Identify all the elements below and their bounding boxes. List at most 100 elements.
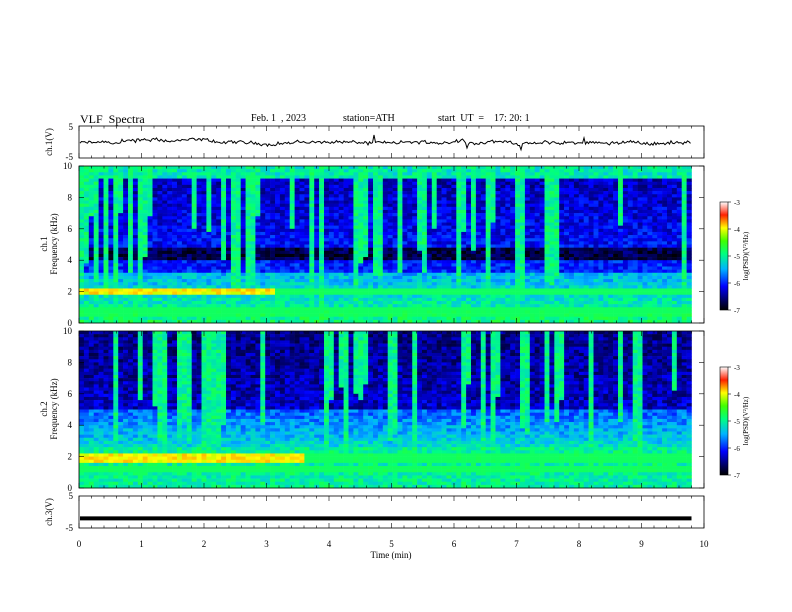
spectrogram-cell bbox=[579, 223, 584, 226]
spectrogram-cell bbox=[94, 204, 99, 207]
spectrogram-cell bbox=[133, 260, 138, 263]
spectrogram-cell bbox=[584, 257, 589, 260]
spectrogram-cell bbox=[236, 266, 241, 269]
spectrogram-cell bbox=[662, 260, 667, 263]
spectrogram-cell bbox=[133, 251, 138, 254]
spectrogram-cell bbox=[383, 166, 388, 169]
spectrogram-cell bbox=[569, 204, 574, 207]
spectrogram-cell bbox=[99, 188, 104, 191]
spectrogram-cell bbox=[417, 169, 422, 172]
spectrogram-cell bbox=[270, 238, 275, 241]
spectrogram-cell bbox=[99, 207, 104, 210]
spectrogram-cell bbox=[167, 175, 172, 178]
spectrogram-cell bbox=[255, 207, 260, 210]
spectrogram-cell bbox=[652, 260, 657, 263]
spectrogram-cell bbox=[260, 263, 265, 266]
spectrogram-cell bbox=[344, 210, 349, 213]
spectrogram-cell bbox=[246, 194, 251, 197]
spectrogram-cell bbox=[471, 191, 476, 194]
spectrogram-cell bbox=[554, 276, 559, 279]
spectrogram-cell bbox=[231, 251, 236, 254]
spectrogram-cell bbox=[79, 273, 84, 276]
spectrogram-cell bbox=[579, 254, 584, 257]
spectrogram-cell bbox=[461, 172, 466, 175]
spectrogram-cell bbox=[603, 204, 608, 207]
spectrogram-cell bbox=[329, 229, 334, 232]
spectrogram-cell bbox=[236, 210, 241, 213]
spectrogram-cell bbox=[667, 185, 672, 188]
spectrogram-cell bbox=[515, 169, 520, 172]
spectrogram-cell bbox=[643, 201, 648, 204]
spectrogram-cell bbox=[687, 248, 692, 251]
spectrogram-cell bbox=[422, 241, 427, 244]
spectrogram-cell bbox=[89, 245, 94, 248]
spectrogram-cell bbox=[148, 279, 153, 282]
spectrogram-cell bbox=[236, 169, 241, 172]
spectrogram-cell bbox=[647, 273, 652, 276]
spectrogram-cell bbox=[221, 257, 226, 260]
spectrogram-cell bbox=[319, 235, 324, 238]
spectrogram-cell bbox=[255, 188, 260, 191]
spectrogram-cell bbox=[353, 232, 358, 235]
spectrogram-cell bbox=[417, 279, 422, 282]
spectrogram-cell bbox=[432, 213, 437, 216]
spectrogram-cell bbox=[564, 179, 569, 182]
spectrogram-cell bbox=[554, 172, 559, 175]
spectrogram-cell bbox=[574, 223, 579, 226]
spectrogram-cell bbox=[339, 260, 344, 263]
spectrogram-cell bbox=[407, 273, 412, 276]
spectrogram-cell bbox=[412, 238, 417, 241]
spectrogram-cell bbox=[304, 282, 309, 285]
spectrogram-cell bbox=[104, 245, 109, 248]
spectrogram-cell bbox=[197, 282, 202, 285]
spectrogram-cell bbox=[564, 188, 569, 191]
spectrogram-cell bbox=[647, 251, 652, 254]
spectrogram-cell bbox=[398, 238, 403, 241]
spectrogram-cell bbox=[628, 232, 633, 235]
spectrogram-cell bbox=[672, 169, 677, 172]
spectrogram-cell bbox=[167, 238, 172, 241]
spectrogram-cell bbox=[540, 216, 545, 219]
spectrogram-cell bbox=[451, 266, 456, 269]
spectrogram-cell bbox=[402, 257, 407, 260]
spectrogram-cell bbox=[437, 279, 442, 282]
spectrogram-cell bbox=[133, 169, 138, 172]
spectrogram-cell bbox=[378, 241, 383, 244]
spectrogram-cell bbox=[442, 241, 447, 244]
spectrogram-cell bbox=[89, 251, 94, 254]
spectrogram-cell bbox=[535, 197, 540, 200]
spectrogram-cell bbox=[334, 251, 339, 254]
spectrogram-cell bbox=[128, 285, 133, 288]
spectrogram-cell bbox=[94, 194, 99, 197]
spectrogram-cell bbox=[618, 169, 623, 172]
spectrogram-cell bbox=[94, 169, 99, 172]
spectrogram-cell bbox=[89, 213, 94, 216]
spectrogram-cell bbox=[197, 254, 202, 257]
spectrogram-cell bbox=[314, 279, 319, 282]
spectrogram-cell bbox=[525, 282, 530, 285]
spectrogram-cell bbox=[535, 238, 540, 241]
spectrogram-cell bbox=[118, 204, 123, 207]
spectrogram-cell bbox=[647, 257, 652, 260]
spectrogram-cell bbox=[633, 232, 638, 235]
spectrogram-cell bbox=[412, 279, 417, 282]
spectrogram-cell bbox=[618, 182, 623, 185]
spectrogram-cell bbox=[133, 201, 138, 204]
spectrogram-cell bbox=[363, 185, 368, 188]
spectrogram-cell bbox=[520, 279, 525, 282]
spectrogram-cell bbox=[652, 263, 657, 266]
spectrogram-cell bbox=[505, 219, 510, 222]
spectrogram-cell bbox=[549, 241, 554, 244]
spectrogram-cell bbox=[241, 245, 246, 248]
spectrogram-cell bbox=[368, 207, 373, 210]
spectrogram-cell bbox=[99, 266, 104, 269]
spectrogram-cell bbox=[608, 235, 613, 238]
spectrogram-cell bbox=[540, 257, 545, 260]
spectrogram-cell bbox=[594, 238, 599, 241]
spectrogram-cell bbox=[613, 273, 618, 276]
spectrogram-cell bbox=[251, 279, 256, 282]
spectrogram-cell bbox=[260, 169, 265, 172]
spectrogram-cell bbox=[99, 238, 104, 241]
spectrogram-cell bbox=[603, 201, 608, 204]
spectrogram-cell bbox=[515, 207, 520, 210]
